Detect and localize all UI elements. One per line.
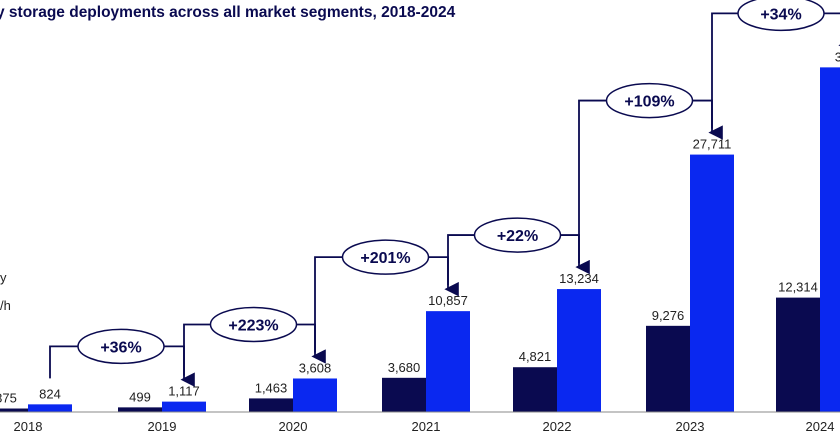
data-label-dark-2019: 499 — [129, 389, 151, 404]
data-label-blue-2023: 27,711 — [693, 137, 732, 152]
legend-fragment-1: y — [0, 270, 7, 285]
legend-fragment-2: /h — [0, 298, 11, 313]
growth-label-2: +223% — [228, 317, 278, 334]
x-tick-2022: 2022 — [543, 419, 572, 434]
x-tick-2019: 2019 — [148, 419, 177, 434]
growth-bubble-4 — [473, 217, 562, 253]
bar-blue-2018 — [28, 404, 72, 412]
bar-blue-2023 — [690, 154, 734, 412]
bar-dark-2021 — [382, 377, 426, 412]
data-label-blue-2024: 37 — [835, 49, 840, 64]
data-label-blue-2019: 1,117 — [168, 384, 200, 399]
x-tick-2018: 2018 — [14, 419, 43, 434]
bar-blue-2024 — [820, 67, 840, 412]
growth-label-5: +109% — [624, 94, 674, 111]
bar-dark-2019 — [118, 407, 162, 412]
x-tick-2024: 2024 — [806, 419, 835, 434]
data-label-dark-2018: 375 — [0, 391, 17, 406]
bar-dark-2023 — [646, 325, 690, 412]
bar-blue-2021 — [426, 311, 470, 412]
growth-bubble-1 — [77, 328, 165, 365]
data-label-blue-2021: 10,857 — [428, 293, 468, 308]
bar-blue-2019 — [162, 401, 206, 412]
x-tick-2023: 2023 — [676, 419, 705, 434]
data-label-blue-2018: 824 — [39, 386, 61, 401]
data-label-blue-2022: 13,234 — [559, 271, 599, 286]
data-label-dark-2022: 4,821 — [519, 349, 552, 364]
growth-label-1: +36% — [100, 339, 141, 356]
x-tick-2020: 2020 — [279, 419, 308, 434]
x-tick-2021: 2021 — [412, 419, 441, 434]
chart-title: y storage deployments across all market … — [0, 4, 456, 21]
growth-bubble-5 — [605, 82, 694, 119]
bar-dark-2024 — [776, 297, 820, 412]
bar-dark-2020 — [249, 398, 293, 412]
data-label-dark-2024: 12,314 — [778, 280, 818, 295]
bar-dark-2018 — [0, 408, 28, 412]
bar-dark-2022 — [513, 367, 557, 412]
growth-label-4: +22% — [497, 228, 538, 245]
growth-bubble-6 — [737, 0, 825, 32]
growth-bubble-3 — [341, 239, 430, 275]
bar-blue-2022 — [557, 289, 601, 412]
data-label-dark-2023: 9,276 — [652, 308, 685, 323]
data-label-dark-2021: 3,680 — [388, 360, 421, 375]
data-label-dark-2020: 1,463 — [255, 380, 288, 395]
growth-label-3: +201% — [360, 250, 410, 267]
bar-blue-2020 — [293, 378, 337, 412]
growth-bubble-2 — [209, 306, 298, 343]
growth-label-6: +34% — [760, 6, 801, 23]
data-label-blue-2020: 3,608 — [299, 360, 332, 375]
